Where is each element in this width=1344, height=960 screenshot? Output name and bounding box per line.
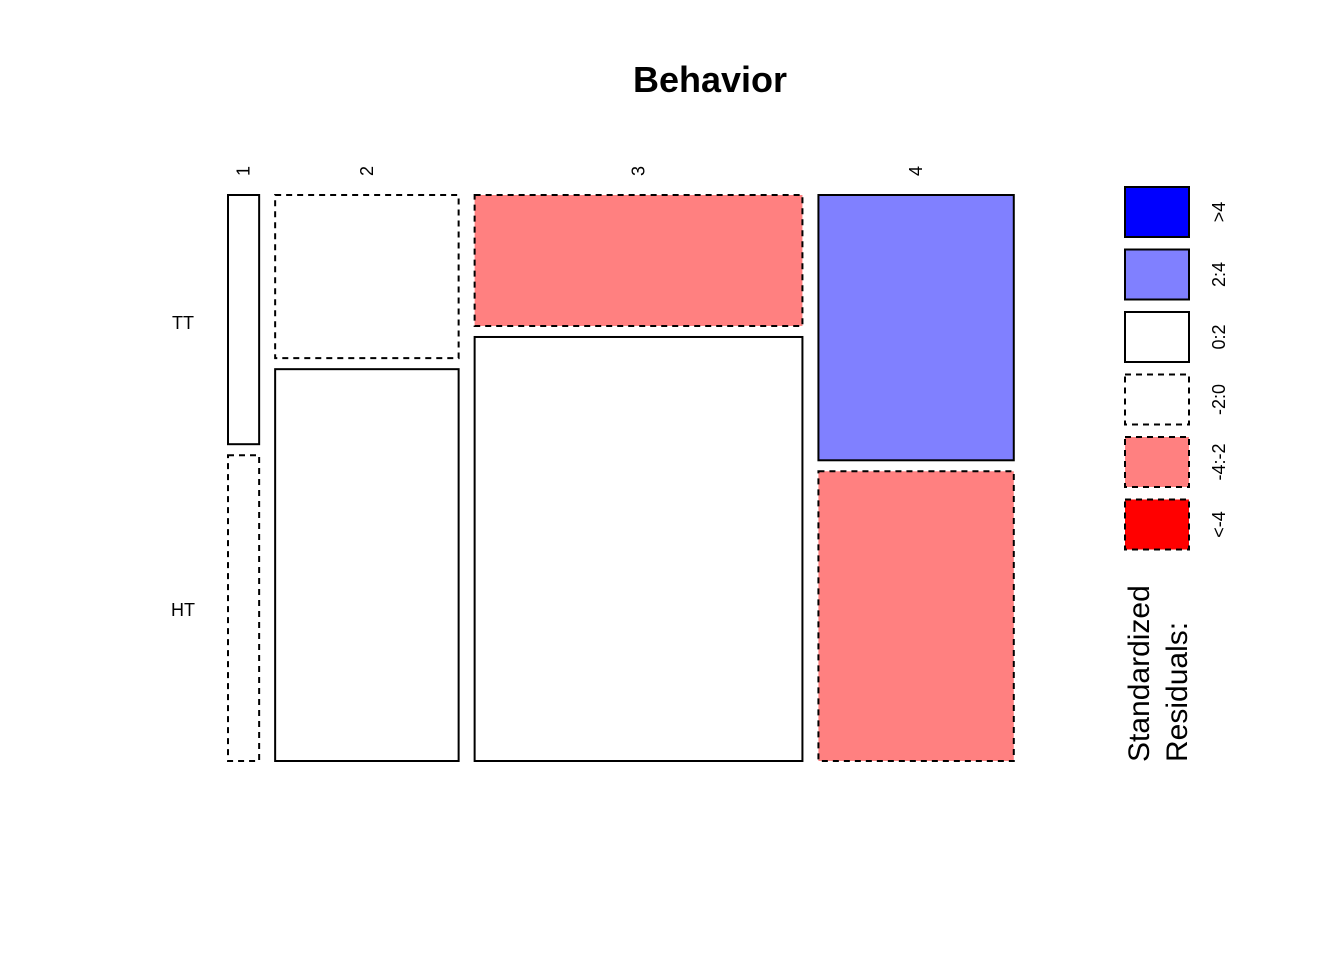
- mosaic-plot-area: 1 2 3 4 TT HT: [171, 166, 1015, 762]
- legend-label-2: 0:2: [1209, 324, 1229, 349]
- residuals-legend: Standardized Residuals: >4 2:4 0:2 -2:0 -4:-…: [1123, 186, 1229, 762]
- column-label-4: 4: [906, 166, 926, 176]
- mosaic-cell-3-TT: [473, 194, 804, 327]
- legend-label-3: -2:0: [1209, 384, 1229, 415]
- row-label-HT: HT: [171, 600, 195, 620]
- legend-title-line-2: Residuals:: [1161, 622, 1194, 762]
- column-label-3: 3: [629, 166, 649, 176]
- legend-swatch-4: [1124, 436, 1190, 488]
- mosaic-cell-2-HT: [274, 368, 460, 762]
- legend-label-0: >4: [1209, 202, 1229, 223]
- mosaic-cell-1-HT: [227, 454, 261, 762]
- column-label-2: 2: [357, 166, 377, 176]
- mosaic-cell-1-TT: [227, 194, 261, 446]
- column-label-1: 1: [234, 166, 254, 176]
- legend-swatch-1: [1124, 248, 1190, 301]
- legend-swatch-0: [1124, 186, 1190, 238]
- mosaic-cell-4-TT: [817, 194, 1015, 462]
- legend-title-line-1: Standardized: [1123, 585, 1156, 762]
- legend-swatch-2: [1124, 311, 1190, 363]
- mosaic-cell-3-HT: [473, 335, 804, 762]
- legend-swatch-5: [1124, 498, 1190, 551]
- row-label-TT: TT: [172, 313, 194, 333]
- legend-swatch-3: [1124, 373, 1190, 426]
- chart-title: Behavior: [633, 59, 787, 100]
- legend-label-1: 2:4: [1209, 262, 1229, 287]
- legend-label-5: <-4: [1209, 511, 1229, 538]
- legend-label-4: -4:-2: [1209, 443, 1229, 480]
- mosaic-cell-2-TT: [274, 194, 460, 360]
- mosaic-cell-4-HT: [817, 470, 1015, 762]
